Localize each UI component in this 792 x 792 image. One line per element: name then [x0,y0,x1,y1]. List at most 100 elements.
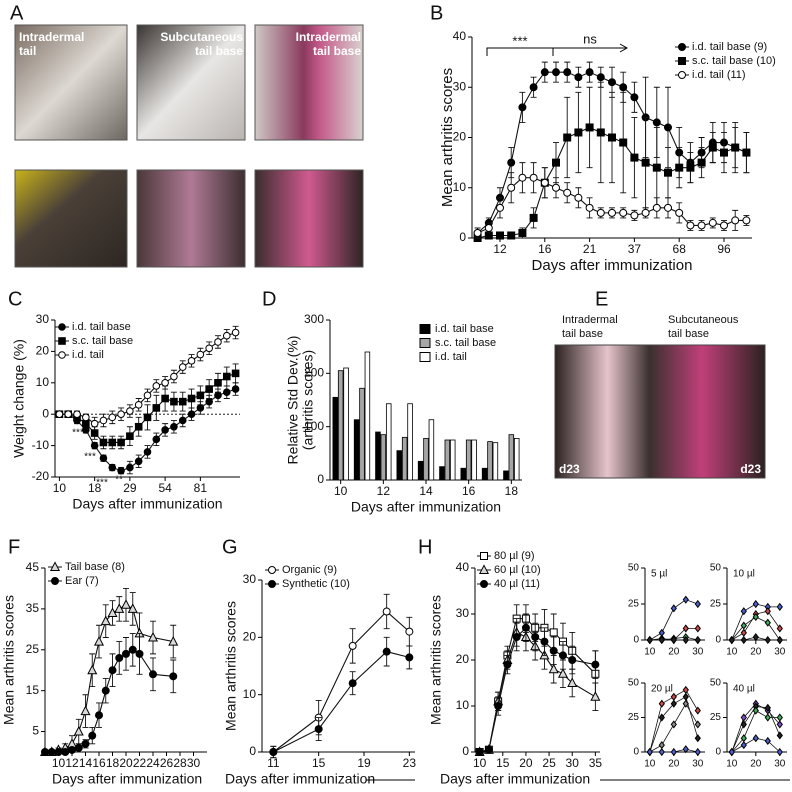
data-point [776,747,783,757]
bar [375,431,381,481]
data-point [776,602,783,611]
data-point [269,748,278,756]
y-axis-label: Mean arthritis scores [223,601,239,731]
x-tick-label: 14 [419,484,433,498]
data-point [675,208,684,217]
data-point [117,410,125,419]
x-axis-label: Days after immunization [440,771,590,787]
photo-label: tail base [195,44,243,58]
x-axis-label: Days after immunization [72,496,222,512]
data-point [608,78,616,87]
data-point [196,350,205,359]
data-point [134,400,143,409]
y-tick-label: 50 [710,678,722,689]
y-tick-label: 25 [26,642,40,656]
data-point [101,686,110,695]
legend-label: i.d. tail [435,351,467,363]
data-point [518,173,527,182]
data-point [382,607,391,616]
data-point [670,747,677,757]
data-point [764,703,771,712]
data-point [697,158,706,167]
data-point [740,720,747,729]
data-point [728,747,735,757]
data-point [531,633,540,641]
legend-label: Tail base (8) [65,561,125,573]
x-tick-label: 30 [692,759,704,770]
x-axis-label: Days after immunization [351,499,501,515]
y-tick-label: 45 [26,560,40,574]
data-point [149,670,157,679]
series-line [273,610,410,753]
data-point [382,647,391,656]
y-axis-label: Mean arthritis scores [439,68,456,207]
y-tick-label: 35 [26,601,40,615]
data-point [563,68,572,77]
legend-swatch [419,324,431,334]
data-point [708,143,717,152]
data-point [518,228,527,237]
panel-letter: G [222,536,238,558]
bar [407,403,413,481]
bar [343,367,349,481]
data-point [720,148,728,157]
data-point [776,713,783,722]
data-point [74,743,83,752]
bar [487,441,493,481]
data-point [222,331,231,340]
legend-marker [478,564,490,574]
y-tick-label: 0 [317,472,324,486]
bar [460,467,467,481]
legend-swatch [419,338,431,348]
data-point [99,438,108,447]
data-point [143,448,152,456]
data-point [742,216,751,225]
subplot-title: 5 µl [651,569,667,580]
data-point [764,736,771,746]
data-point [178,416,187,425]
bar [471,439,477,481]
data-point [122,649,130,658]
data-point [82,419,90,428]
data-point [507,183,516,192]
bar [417,460,424,481]
data-point [670,699,677,708]
photo [254,24,364,141]
data-point [540,178,549,187]
data-point [68,745,76,754]
data-point [47,748,56,756]
y-tick-label: 0 [715,747,721,758]
data-point [740,607,747,616]
data-point [574,73,583,82]
photo-label: tail [19,44,36,58]
data-point [521,623,530,632]
data-point [590,691,601,701]
y-tick-label: 25 [628,599,640,610]
x-tick-label: 26 [160,756,174,770]
x-tick-label: 18 [106,756,120,770]
x-tick-label: 20 [668,647,680,658]
data-point [563,188,572,197]
x-tick-label: 16 [92,756,106,770]
data-point [484,223,493,232]
annotation: *** [96,478,108,489]
data-point [682,595,689,604]
legend-label: Synthetic (10) [282,578,350,590]
panel-letter: A [10,2,24,24]
legend-marker [480,552,488,560]
data-point [670,635,677,645]
bar [481,467,488,481]
data-point [108,666,117,675]
data-point [152,404,161,412]
data-point [108,413,117,422]
x-axis-label: Days after immunization [532,257,693,274]
data-point [99,416,108,425]
bar [513,437,520,481]
y-tick-label: 0 [42,406,49,420]
data-point [507,231,516,240]
legend-label: s.c. tail base [72,335,133,347]
data-point [630,153,639,162]
data-point [752,599,759,609]
y-axis-label: (arthritis scores) [300,350,316,450]
y-tick-label: 20 [243,630,257,644]
